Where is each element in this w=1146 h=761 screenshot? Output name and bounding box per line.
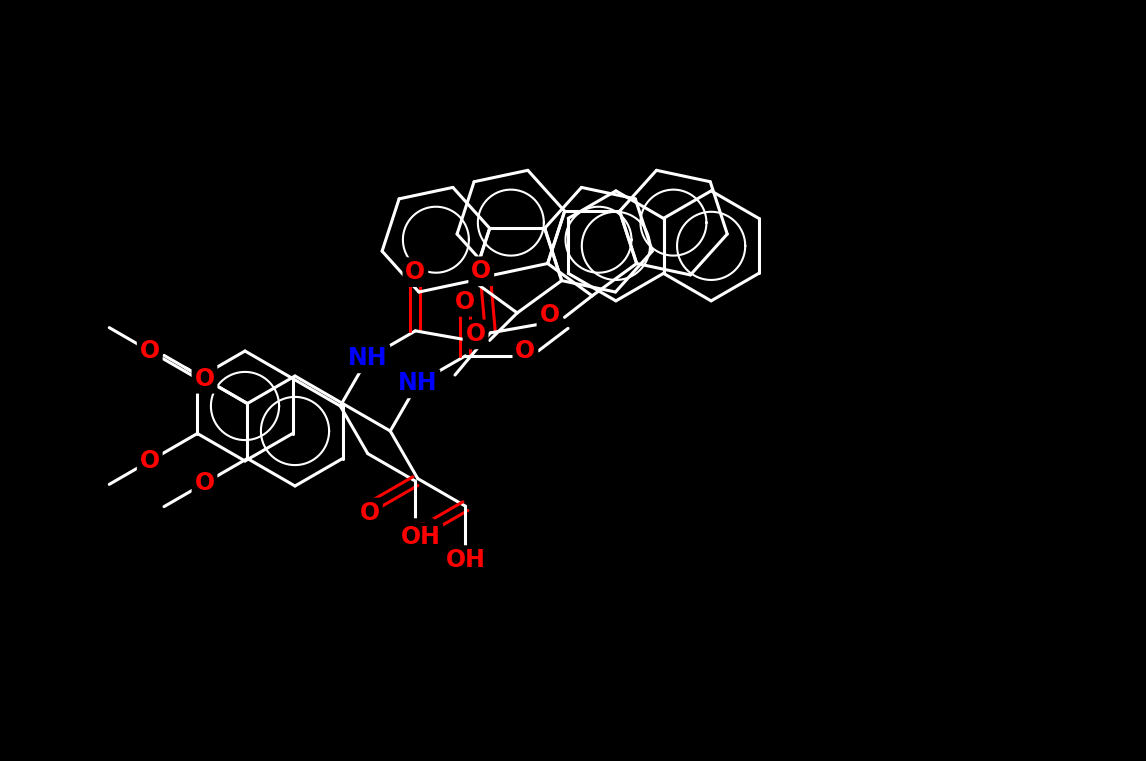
Text: O: O — [540, 304, 559, 327]
Text: OH: OH — [400, 525, 440, 549]
Text: O: O — [195, 471, 214, 495]
Text: O: O — [471, 260, 492, 283]
Text: O: O — [406, 260, 425, 284]
Text: NH: NH — [348, 346, 387, 371]
Text: O: O — [140, 339, 159, 363]
Text: NH: NH — [398, 371, 438, 396]
Text: O: O — [195, 367, 214, 390]
Text: O: O — [140, 449, 159, 473]
Text: O: O — [516, 339, 535, 363]
Text: O: O — [455, 290, 476, 314]
Text: OH: OH — [446, 548, 486, 572]
Text: O: O — [465, 323, 486, 346]
Text: O: O — [413, 521, 432, 545]
Text: O: O — [360, 501, 380, 524]
